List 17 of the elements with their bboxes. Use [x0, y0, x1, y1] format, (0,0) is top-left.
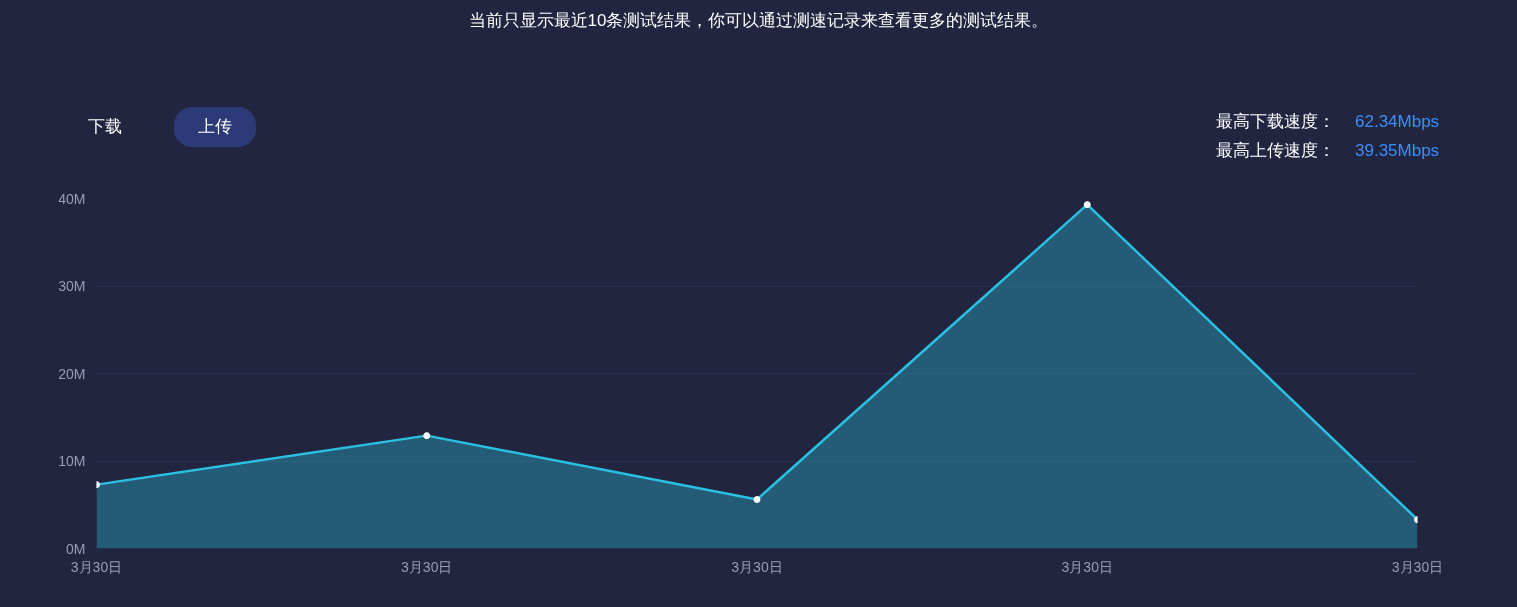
y-tick-label: 40M — [58, 190, 86, 207]
text: 上传 — [174, 107, 256, 148]
y-tick-label: 0M — [66, 540, 86, 557]
x-tick-label: 3月30日 — [401, 558, 453, 575]
y-tick-label: 10M — [58, 453, 86, 469]
text: 39.35Mbps — [1355, 140, 1440, 162]
text: 下载 — [88, 116, 122, 138]
chart-title: 当前只显示最近10条测试结果，你可以通过测速记录来查看更多的测试结果。 — [467, 10, 1050, 32]
text: 最高上传速度： — [1216, 140, 1335, 162]
x-tick-label: 3月30日 — [731, 558, 783, 575]
text: 62.34Mbps — [1355, 111, 1440, 133]
y-tick-label: 20M — [58, 365, 86, 382]
x-tick-label: 3月30日 — [1391, 558, 1444, 575]
text: 最高下载速度： — [1216, 111, 1335, 133]
x-tick-label: 3月30日 — [1061, 558, 1113, 575]
x-tick-label: 3月30日 — [70, 558, 123, 575]
y-tick-label: 30M — [58, 278, 86, 294]
